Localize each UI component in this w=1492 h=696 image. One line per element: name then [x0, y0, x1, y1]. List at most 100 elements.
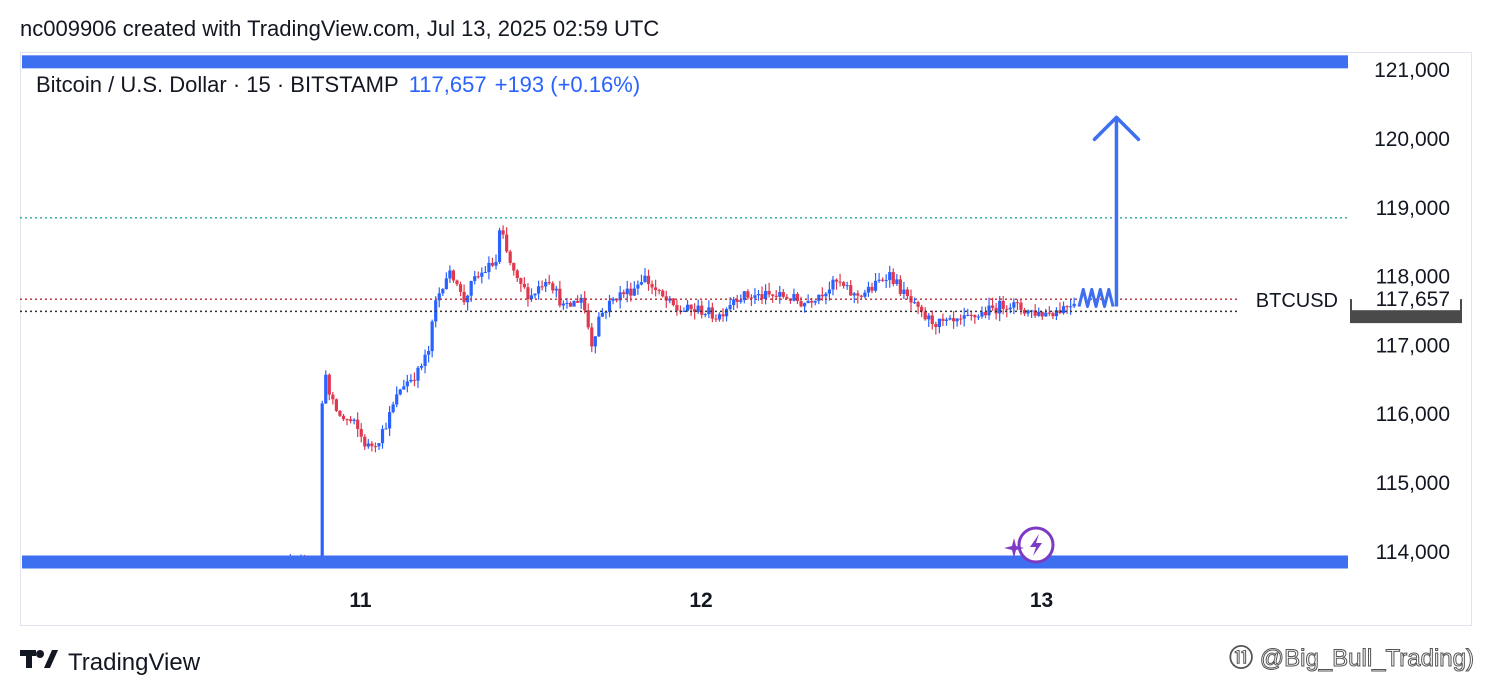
- candle: [969, 312, 973, 321]
- candle: [856, 290, 860, 304]
- candle-body: [955, 318, 959, 322]
- candle: [1047, 306, 1051, 317]
- candle-body: [817, 294, 821, 301]
- candle-body: [724, 309, 729, 317]
- candle-body: [792, 293, 796, 301]
- candle-body: [994, 307, 998, 314]
- candle: [1015, 299, 1020, 311]
- candle: [778, 285, 782, 304]
- candle-body: [558, 288, 562, 306]
- candle: [668, 295, 672, 304]
- candle: [763, 284, 768, 305]
- candle: [402, 379, 406, 390]
- candle: [905, 287, 910, 300]
- candle-body: [714, 318, 718, 320]
- candle: [998, 296, 1002, 322]
- candle-body: [703, 314, 707, 316]
- candle: [806, 294, 810, 304]
- candle-body: [735, 299, 739, 302]
- candle-body: [1005, 308, 1009, 310]
- candle-body: [657, 290, 661, 292]
- candle-body: [264, 570, 267, 571]
- candle-body: [959, 318, 963, 320]
- candle-body: [583, 297, 587, 311]
- candle-body: [998, 300, 1002, 314]
- x-tick-label: 11: [349, 589, 372, 612]
- candle: [1001, 295, 1005, 315]
- candle-body: [756, 294, 761, 296]
- candle-body: [802, 303, 807, 307]
- candle: [352, 418, 356, 425]
- candle-body: [476, 276, 480, 278]
- candle-body: [430, 321, 434, 352]
- candle-body: [387, 412, 392, 429]
- candle: [990, 297, 995, 311]
- candle-body: [575, 300, 580, 303]
- candle-body: [820, 294, 824, 297]
- candle-body: [377, 443, 381, 447]
- candle: [579, 294, 583, 309]
- candle-body: [544, 282, 548, 287]
- candle: [483, 265, 487, 274]
- candle-body: [785, 296, 789, 299]
- candle: [338, 410, 342, 418]
- candle: [785, 294, 789, 300]
- candle-body: [870, 286, 874, 291]
- lightning-icon: [1030, 534, 1042, 556]
- candle-body: [278, 568, 281, 570]
- candle-body: [398, 389, 402, 395]
- candle: [597, 312, 601, 337]
- candle: [1037, 307, 1041, 317]
- candle: [373, 442, 378, 453]
- candle: [923, 307, 927, 321]
- candle: [625, 280, 629, 303]
- candle: [494, 254, 498, 270]
- tradingview-logo[interactable]: TradingView: [20, 648, 200, 677]
- candle: [710, 302, 714, 323]
- chart-legend: Bitcoin / U.S. Dollar · 15 · BITSTAMP 117…: [36, 72, 640, 98]
- candle-body: [519, 278, 523, 284]
- candle-body: [675, 305, 679, 311]
- candle-body: [654, 287, 658, 291]
- candle: [282, 567, 284, 568]
- candle-body: [969, 314, 973, 316]
- candle-body: [409, 379, 413, 382]
- candle-body: [547, 282, 551, 284]
- candle-body: [944, 319, 949, 321]
- candle-body: [849, 285, 853, 296]
- candle: [533, 293, 537, 299]
- candle: [696, 299, 700, 314]
- candle: [973, 314, 977, 324]
- candle-body: [983, 312, 988, 316]
- candle-body: [341, 415, 346, 420]
- candle-body: [838, 281, 842, 283]
- candle: [927, 313, 931, 327]
- candle-body: [391, 404, 395, 413]
- candle-body: [1015, 302, 1020, 304]
- candle: [469, 280, 473, 303]
- candle-body: [334, 399, 338, 411]
- candle-body: [568, 302, 573, 307]
- candle-body: [512, 262, 516, 271]
- candle-body: [863, 292, 867, 297]
- legend-symbol: Bitcoin / U.S. Dollar · 15 · BITSTAMP: [36, 72, 399, 97]
- candle: [1022, 307, 1027, 316]
- candle-body: [831, 279, 835, 290]
- candle-body: [593, 336, 597, 347]
- candle-body: [891, 272, 895, 284]
- candle-body: [402, 386, 406, 390]
- candle: [522, 277, 526, 289]
- candle: [873, 273, 878, 293]
- candle-body: [384, 428, 388, 430]
- candles-group: [260, 225, 1076, 571]
- candle: [622, 289, 626, 298]
- candle: [395, 386, 399, 408]
- candle-body: [622, 292, 626, 295]
- candle: [934, 321, 938, 335]
- candle: [966, 308, 970, 317]
- candle-body: [551, 283, 555, 291]
- candle-body: [799, 301, 803, 307]
- candle-body: [380, 429, 385, 444]
- candle: [466, 294, 470, 311]
